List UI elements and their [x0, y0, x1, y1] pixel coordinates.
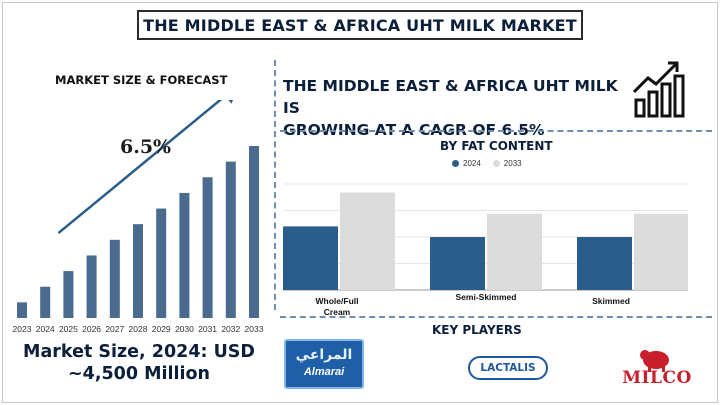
- fat-category-label: Whole/Full Cream: [315, 296, 359, 317]
- fat-content-title: BY FAT CONTENT: [440, 139, 553, 153]
- lactalis-logo: LACTALIS: [468, 356, 548, 380]
- market-bar-2027: [109, 239, 120, 318]
- fat-bar-2024-1: [430, 237, 485, 290]
- fat-content-legend: 2024 2033: [452, 159, 522, 168]
- market-bar-2025: [63, 271, 74, 318]
- year-label-2028: 2028: [129, 324, 148, 334]
- page-title: THE MIDDLE EAST & AFRICA UHT MILK MARKET: [137, 10, 583, 40]
- vertical-divider: [274, 60, 276, 310]
- market-size-text: Market Size, 2024: USD ~4,500 Million: [8, 341, 270, 385]
- market-bar-2033: [249, 146, 259, 318]
- year-label-2027: 2027: [105, 324, 124, 334]
- fat-category-label: Skimmed: [592, 296, 630, 306]
- year-label-2024: 2024: [36, 324, 55, 334]
- key-players-title: KEY PLAYERS: [432, 323, 522, 337]
- market-bar-2026: [86, 255, 97, 318]
- year-label-2030: 2030: [175, 324, 194, 334]
- market-bar-2028: [133, 224, 143, 318]
- fat-bar-2033-0: [340, 192, 395, 290]
- fat-bar-2033-1: [487, 213, 542, 290]
- cagr-label: 6.5%: [120, 136, 172, 158]
- cow-icon: [640, 350, 669, 372]
- market-size-line-2: ~4,500 Million: [68, 364, 210, 384]
- legend-item-2033: 2033: [492, 159, 522, 168]
- market-size-subtitle: MARKET SIZE & FORECAST: [55, 73, 228, 87]
- legend-swatch: [492, 160, 500, 167]
- year-label-2033: 2033: [245, 324, 264, 334]
- almarai-logo-text: Almarai: [303, 366, 345, 378]
- year-label-2032: 2032: [221, 324, 240, 334]
- fat-bar-2024-2: [577, 237, 632, 290]
- growth-chart-icon: [632, 61, 685, 118]
- market-size-chart: 2023 2024 2025 2026 2027 2028 2029 2030 2031 2032…: [13, 100, 264, 334]
- year-label-2023: 2023: [13, 324, 32, 334]
- milco-logo-text: MILCO: [622, 368, 692, 388]
- fat-content-chart: [283, 183, 688, 291]
- fat-bar-2033-2: [634, 213, 688, 290]
- market-bar-2023: [17, 302, 27, 318]
- milco-logo: MILCO: [622, 346, 692, 392]
- legend-label: 2033: [503, 159, 522, 168]
- year-label-2026: 2026: [82, 324, 101, 334]
- legend-label: 2024: [463, 159, 481, 168]
- almarai-logo-arabic: المراعي: [295, 347, 353, 363]
- market-bar-2029: [156, 208, 167, 318]
- year-label-2025: 2025: [59, 324, 78, 334]
- market-bar-2032: [225, 161, 236, 318]
- fat-bar-2024-0: [283, 226, 338, 290]
- legend-item-2024: 2024: [452, 159, 481, 168]
- almarai-logo: المراعي Almarai: [284, 339, 364, 389]
- market-bar-2031: [202, 177, 213, 318]
- section-divider-top: [280, 130, 712, 132]
- year-label-2031: 2031: [198, 324, 217, 334]
- fat-category-label: Semi-Skimmed: [455, 292, 517, 302]
- section-divider-bottom: [280, 316, 712, 318]
- market-size-line-1: Market Size, 2024: USD: [23, 342, 255, 362]
- legend-swatch: [452, 160, 459, 167]
- market-bar-2024: [40, 286, 51, 318]
- year-label-2029: 2029: [152, 324, 171, 334]
- headline-line-1: THE MIDDLE EAST & AFRICA UHT MILK IS: [283, 77, 618, 117]
- growth-arrow: [57, 100, 241, 235]
- market-bar-2030: [179, 192, 190, 318]
